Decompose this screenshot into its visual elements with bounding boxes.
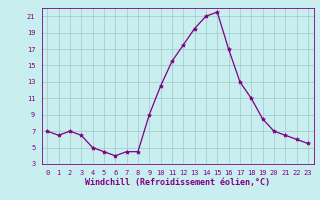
X-axis label: Windchill (Refroidissement éolien,°C): Windchill (Refroidissement éolien,°C) [85,178,270,187]
